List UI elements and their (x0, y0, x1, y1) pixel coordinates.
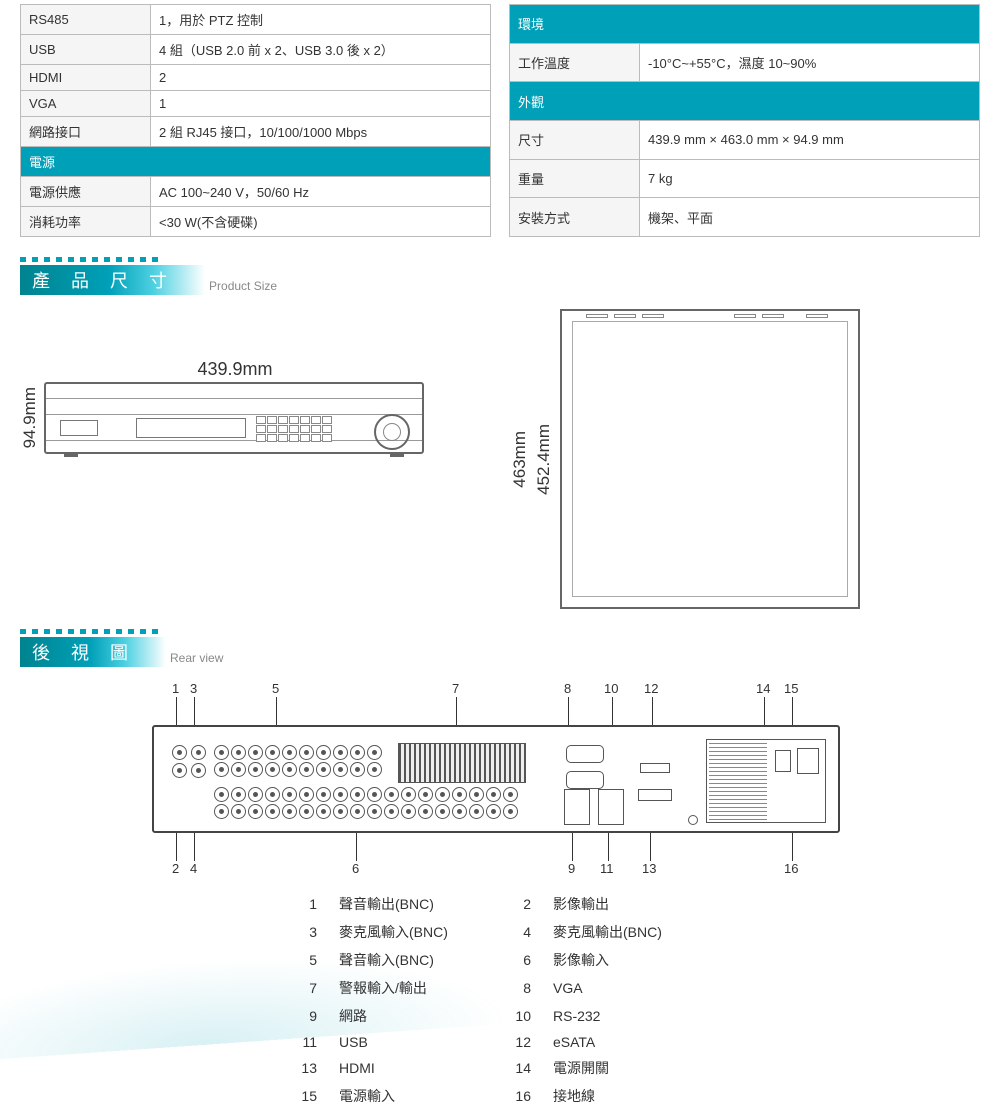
callout: 10 (604, 681, 618, 696)
callout: 9 (568, 861, 575, 876)
spec-value: 4 組（USB 2.0 前 x 2、USB 3.0 後 x 2） (151, 35, 491, 65)
legend-text: eSATA (543, 1031, 713, 1053)
legend-text: 電源開關 (543, 1055, 713, 1081)
legend-text: 聲音輸出(BNC) (329, 891, 499, 917)
legend-num: 4 (501, 919, 541, 945)
spec-value: AC 100~240 V，50/60 Hz (151, 177, 491, 207)
callout: 2 (172, 861, 179, 876)
dim-depth2: 452.4mm (534, 424, 554, 495)
spec-label: VGA (21, 91, 151, 117)
legend-num: 3 (287, 919, 327, 945)
rear-view-diagram: 1 3 5 7 8 10 12 14 15 2 4 6 9 11 13 16 1… (20, 681, 980, 1111)
legend-text: 麥克風輸出(BNC) (543, 919, 713, 945)
legend-num: 8 (501, 975, 541, 1001)
banner-title: 後 視 圖 (20, 637, 166, 667)
spec-value: 2 組 RJ45 接口，10/100/1000 Mbps (151, 117, 491, 147)
spec-label: 尺寸 (510, 120, 640, 159)
callout: 1 (172, 681, 179, 696)
legend-text: HDMI (329, 1055, 499, 1081)
callout: 4 (190, 861, 197, 876)
spec-table-right: 環境 工作溫度-10°C~+55°C，濕度 10~90% 外觀 尺寸439.9 … (509, 4, 980, 237)
callout: 15 (784, 681, 798, 696)
rear-legend: 1聲音輸出(BNC)2影像輸出 3麥克風輸入(BNC)4麥克風輸出(BNC) 5聲音… (285, 889, 715, 1111)
callout: 3 (190, 681, 197, 696)
spec-value: 439.9 mm × 463.0 mm × 94.9 mm (640, 120, 980, 159)
section-appearance: 外觀 (510, 82, 980, 121)
spec-value: 7 kg (640, 159, 980, 198)
top-view-diagram: 463mm 452.4mm (510, 309, 860, 609)
legend-text: USB (329, 1031, 499, 1053)
spec-value: 1 (151, 91, 491, 117)
callout: 8 (564, 681, 571, 696)
legend-text: 影像輸入 (543, 947, 713, 973)
spec-label: HDMI (21, 65, 151, 91)
section-power: 電源 (21, 147, 491, 177)
banner-rear-view: 後 視 圖 Rear view (20, 637, 980, 667)
legend-text: 網路 (329, 1003, 499, 1029)
spec-label: 工作溫度 (510, 43, 640, 82)
legend-text: RS-232 (543, 1003, 713, 1029)
legend-num: 11 (287, 1031, 327, 1053)
callout: 5 (272, 681, 279, 696)
callout: 12 (644, 681, 658, 696)
callout: 7 (452, 681, 459, 696)
callout: 6 (352, 861, 359, 876)
spec-label: 重量 (510, 159, 640, 198)
legend-text: 警報輸入/輸出 (329, 975, 499, 1001)
spec-label: 安裝方式 (510, 198, 640, 237)
spec-label: 消耗功率 (21, 207, 151, 237)
legend-num: 7 (287, 975, 327, 1001)
legend-text: 電源輸入 (329, 1083, 499, 1109)
dim-depth1: 463mm (510, 431, 530, 488)
spec-table-left: RS4851，用於 PTZ 控制USB4 組（USB 2.0 前 x 2、USB… (20, 4, 491, 237)
callout: 11 (600, 861, 614, 876)
legend-num: 9 (287, 1003, 327, 1029)
spec-label: 電源供應 (21, 177, 151, 207)
legend-num: 13 (287, 1055, 327, 1081)
legend-num: 6 (501, 947, 541, 973)
dim-width: 439.9mm (20, 359, 450, 380)
legend-num: 5 (287, 947, 327, 973)
banner-sub: Product Size (209, 279, 277, 293)
callout: 13 (642, 861, 656, 876)
section-env: 環境 (510, 5, 980, 44)
callout: 14 (756, 681, 770, 696)
legend-num: 12 (501, 1031, 541, 1053)
banner-title: 產 品 尺 寸 (20, 265, 205, 295)
legend-text: 影像輸出 (543, 891, 713, 917)
spec-value: -10°C~+55°C，濕度 10~90% (640, 43, 980, 82)
callout: 16 (784, 861, 798, 876)
spec-label: USB (21, 35, 151, 65)
spec-label: RS485 (21, 5, 151, 35)
legend-num: 1 (287, 891, 327, 917)
spec-value: <30 W(不含硬碟) (151, 207, 491, 237)
legend-text: 接地線 (543, 1083, 713, 1109)
front-view-diagram: 439.9mm 94.9mm (20, 309, 450, 454)
legend-text: 麥克風輸入(BNC) (329, 919, 499, 945)
legend-num: 16 (501, 1083, 541, 1109)
legend-num: 15 (287, 1083, 327, 1109)
legend-text: 聲音輸入(BNC) (329, 947, 499, 973)
spec-value: 2 (151, 65, 491, 91)
legend-num: 2 (501, 891, 541, 917)
legend-text: VGA (543, 975, 713, 1001)
spec-label: 網路接口 (21, 117, 151, 147)
spec-value: 機架、平面 (640, 198, 980, 237)
legend-num: 10 (501, 1003, 541, 1029)
banner-sub: Rear view (170, 651, 223, 665)
banner-product-size: 產 品 尺 寸 Product Size (20, 265, 980, 295)
legend-num: 14 (501, 1055, 541, 1081)
dim-height: 94.9mm (20, 387, 40, 448)
spec-value: 1，用於 PTZ 控制 (151, 5, 491, 35)
